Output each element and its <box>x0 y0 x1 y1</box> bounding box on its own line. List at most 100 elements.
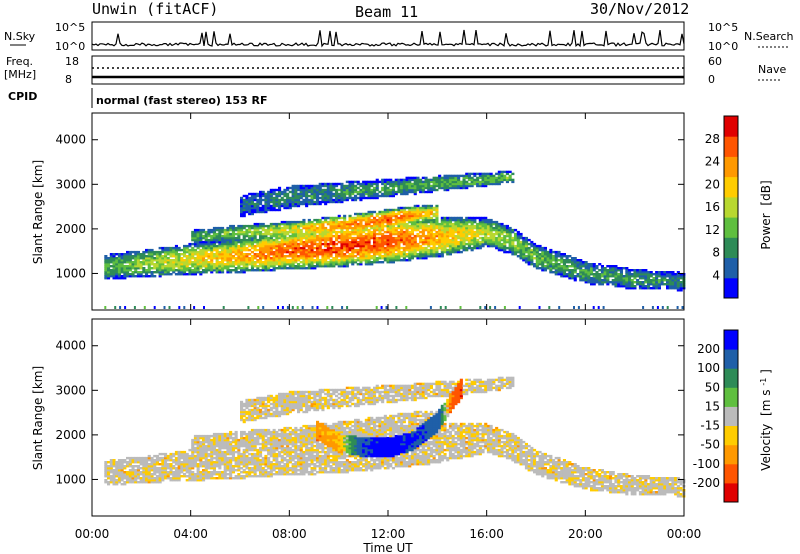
velocity-cell <box>104 469 108 472</box>
power-cell <box>473 232 477 236</box>
power-cell <box>457 228 461 232</box>
power-cell <box>644 277 648 280</box>
power-cell <box>435 240 439 244</box>
power-cell <box>617 283 621 286</box>
power-cell <box>242 269 246 272</box>
power-cell <box>229 259 233 262</box>
power-cell <box>359 220 363 224</box>
power-cell <box>240 200 244 204</box>
power-cell <box>183 265 187 268</box>
power-cell <box>248 208 252 212</box>
power-cell <box>332 228 336 232</box>
power-cell <box>311 306 314 309</box>
power-cell <box>174 263 178 266</box>
power-cell <box>364 196 368 200</box>
power-cell <box>248 238 252 242</box>
velocity-cell <box>199 454 203 458</box>
power-cell <box>340 263 344 266</box>
power-cell <box>212 263 216 266</box>
power-cell <box>310 257 314 260</box>
velocity-cell <box>223 477 227 480</box>
power-cell <box>459 184 463 188</box>
power-cell <box>557 269 561 272</box>
power-cell <box>240 259 244 262</box>
power-cell <box>492 244 496 248</box>
velocity-cell <box>174 473 178 476</box>
power-cell <box>500 180 504 184</box>
power-cell <box>421 218 425 222</box>
power-cell <box>364 263 368 266</box>
velocity-cell <box>215 465 219 468</box>
power-cell <box>253 269 257 272</box>
power-cell <box>310 200 314 204</box>
velocity-cell <box>153 461 157 464</box>
velocity-cell <box>229 430 233 434</box>
nsky-tick-top: 10^5 <box>55 21 85 34</box>
power-cell <box>283 259 287 262</box>
power-cell <box>183 253 187 256</box>
power-cell <box>286 236 290 240</box>
power-cell <box>324 261 328 264</box>
power-cell <box>516 234 520 238</box>
power-cell <box>104 271 108 274</box>
power-cell <box>416 253 420 256</box>
velocity-cell <box>166 454 170 458</box>
power-cell <box>546 257 550 260</box>
power-cell <box>318 182 322 186</box>
power-cell <box>416 208 420 212</box>
power-cell <box>324 200 328 204</box>
power-cell <box>383 182 387 186</box>
power-cell <box>375 214 379 218</box>
velocity-cell <box>161 456 165 460</box>
power-cell <box>446 220 450 224</box>
power-cell <box>299 250 303 254</box>
power-cell <box>362 257 366 260</box>
power-cell <box>242 234 246 238</box>
power-cell <box>541 269 545 272</box>
power-cell <box>492 232 496 236</box>
freq-label: Freq. <box>6 55 33 68</box>
velocity-cell <box>109 475 113 478</box>
power-cell <box>676 287 680 290</box>
power-cell <box>340 240 344 244</box>
power-cell <box>345 238 349 242</box>
power-cell <box>484 222 488 226</box>
power-cell <box>250 269 254 272</box>
power-cell <box>261 269 265 272</box>
power-cell <box>370 190 374 194</box>
power-cell <box>278 236 282 240</box>
power-cell <box>337 259 341 262</box>
power-cell <box>367 182 371 186</box>
power-cell <box>500 230 504 234</box>
power-cell <box>272 222 276 226</box>
velocity-cell <box>131 479 135 482</box>
power-cell <box>462 248 466 252</box>
power-cell <box>514 246 518 250</box>
power-cell <box>174 255 178 258</box>
power-cell <box>297 263 301 266</box>
power-cell <box>226 242 230 246</box>
power-cell <box>413 212 417 216</box>
power-cell <box>229 242 233 246</box>
power-cell <box>408 182 412 186</box>
power-cell <box>231 228 235 232</box>
power-cell <box>280 190 284 194</box>
power-cell <box>218 263 222 266</box>
power-cell <box>316 196 320 200</box>
power-cell <box>283 190 287 194</box>
power-cell <box>345 265 349 268</box>
power-cell <box>294 248 298 252</box>
power-cell <box>522 248 526 252</box>
velocity-cell <box>128 456 132 460</box>
power-cell <box>370 226 374 230</box>
power-cell <box>177 263 181 266</box>
power-cell <box>223 259 227 262</box>
velocity-cell <box>134 471 138 474</box>
power-cell <box>107 277 111 280</box>
power-cell <box>674 287 678 290</box>
power-cell <box>155 267 159 270</box>
power-cell <box>267 253 271 256</box>
power-cell <box>503 174 507 178</box>
power-cell <box>391 240 395 244</box>
power-cell <box>288 198 292 202</box>
